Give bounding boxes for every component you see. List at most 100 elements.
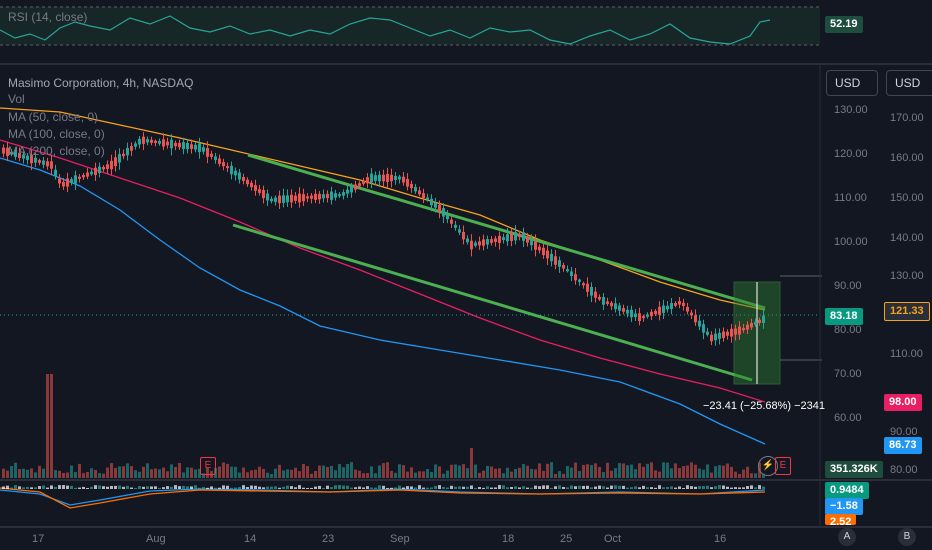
candle-body [250, 182, 253, 188]
volume-bar [274, 468, 277, 478]
volume-bar [518, 467, 521, 478]
volume-bar [714, 466, 717, 478]
volume-bar [622, 463, 625, 478]
candle-body [606, 301, 609, 304]
macd-hist-bar [42, 485, 45, 489]
macd-pane [0, 485, 766, 509]
candle-body [702, 324, 705, 333]
volume-bar [426, 468, 429, 478]
candle-body [618, 305, 621, 311]
volume-bar [166, 471, 169, 478]
candle-body [626, 309, 629, 314]
volume-bar [702, 469, 705, 478]
macd-hist-bar [446, 487, 449, 489]
macd-hist-bar [494, 487, 497, 489]
ma100-badge: 98.00 [884, 394, 922, 411]
volume-bar [310, 473, 313, 478]
volume-bar [94, 469, 97, 478]
candle-body [678, 301, 681, 305]
macd-hist-bar [266, 486, 269, 489]
volume-bar [734, 471, 737, 478]
candle-body [402, 176, 405, 183]
macd-hist-bar [166, 486, 169, 489]
candle-body [358, 183, 361, 187]
macd-hist-bar [502, 485, 505, 489]
macd-hist-bar [650, 487, 653, 489]
candle-body [690, 312, 693, 316]
candle-body [590, 286, 593, 296]
candle-body [706, 331, 709, 335]
macd-hist-bar [686, 485, 689, 489]
candle-body [242, 177, 245, 181]
x-axis-label: Oct [604, 533, 622, 545]
macd-hist-bar [302, 487, 305, 489]
macd-hist-bar [754, 487, 757, 489]
volume-bar [14, 462, 17, 478]
volume-bar [234, 466, 237, 478]
macd-hist-bar [162, 487, 165, 489]
candle-body [746, 324, 749, 330]
symbol-title[interactable]: Masimo Corporation, 4h, NASDAQ [8, 76, 194, 90]
currency-button-right[interactable]: USD [886, 70, 932, 96]
macd-hist-bar [562, 486, 565, 489]
macd-hist-bar [22, 487, 25, 489]
macd-hist-bar [122, 486, 125, 489]
candle-body [722, 331, 725, 339]
volume-bar [550, 462, 553, 478]
macd-hist-bar [734, 487, 737, 489]
axis-left-label: 70.00 [834, 368, 862, 380]
rsi-legend: RSI (14, close) [8, 10, 88, 24]
volume-bar [582, 464, 585, 478]
volume-bar [674, 463, 677, 478]
log-scale-button[interactable]: B [898, 528, 916, 546]
macd-hist-bar [394, 487, 397, 489]
candle-body [454, 224, 457, 228]
macd-hist-bar [234, 487, 237, 489]
volume-bar [58, 470, 61, 478]
candle-body [154, 140, 157, 143]
earnings-icon[interactable]: E [200, 457, 216, 475]
macd-hist-bar [94, 485, 97, 489]
candle-body [598, 296, 601, 300]
volume-bar [50, 374, 53, 478]
macd-hist-bar [158, 487, 161, 489]
macd-hist-bar [362, 487, 365, 489]
macd-hist-bar [386, 487, 389, 489]
macd-hist-bar [286, 485, 289, 489]
x-axis-label: 23 [322, 533, 335, 545]
volume-bar [654, 470, 657, 478]
candle-body [758, 319, 761, 323]
macd-hist-bar [462, 486, 465, 489]
macd-hist-bar [426, 487, 429, 489]
candle-body [634, 313, 637, 317]
axis-right-label: 80.00 [890, 464, 918, 476]
macd-hist-bar [558, 485, 561, 489]
candle-body [522, 232, 525, 241]
volume-bar [362, 473, 365, 478]
volume-bar [570, 467, 573, 478]
candle-body [34, 157, 37, 163]
candle-body [254, 185, 257, 191]
macd-hist-bar [102, 486, 105, 489]
axis-right-label: 140.00 [890, 232, 924, 244]
volume-bar [326, 467, 329, 478]
candle-body [526, 236, 529, 243]
candle-body [490, 239, 493, 243]
candle-body [346, 189, 349, 194]
macd-hist-bar [682, 487, 685, 489]
earnings-icon[interactable]: E [775, 457, 791, 475]
candle-body [110, 160, 113, 170]
currency-button-left[interactable]: USD [826, 70, 878, 96]
macd-hist-bar [262, 487, 265, 489]
candle-body [438, 204, 441, 212]
volume-bar [290, 469, 293, 478]
volume-bar [22, 468, 25, 478]
candle-body [230, 165, 233, 175]
macd-hist-bar [170, 486, 173, 489]
lightning-icon[interactable]: ⚡ [758, 456, 778, 476]
auto-scale-button[interactable]: A [838, 528, 856, 546]
price-badge: 83.18 [825, 308, 863, 325]
candle-body [286, 195, 289, 203]
candles-group [2, 132, 765, 346]
